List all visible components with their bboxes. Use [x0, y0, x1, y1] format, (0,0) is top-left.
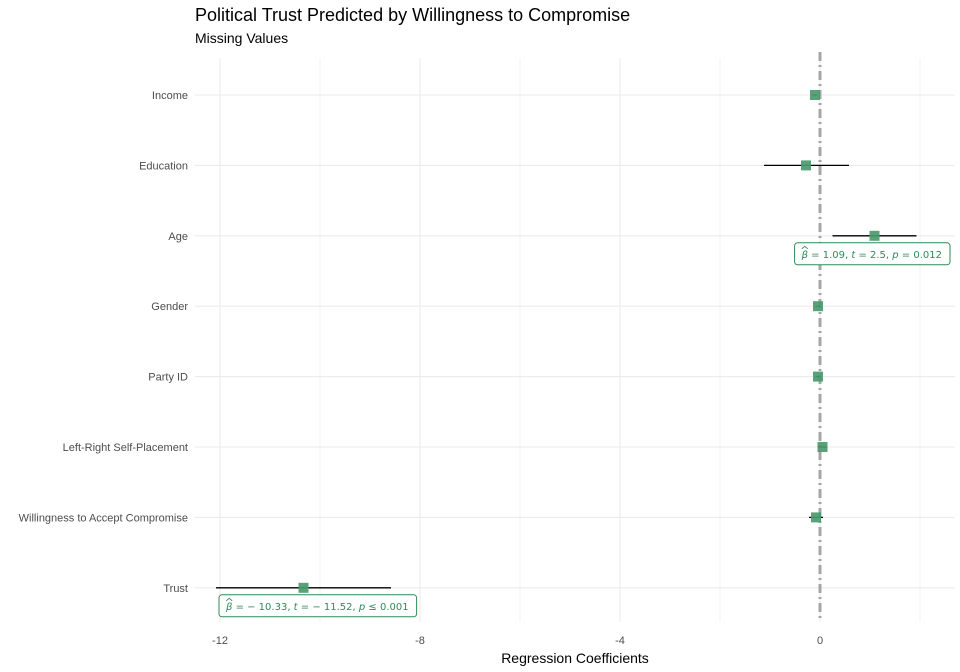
y-axis-labels: Income Education Age Gender Party ID Left-Rig…	[19, 90, 189, 595]
coefficient-annotations: β = 1.09, t = 2.5, p = 0.012 β = − 10.33,…	[218, 242, 951, 618]
coefficient-point	[813, 371, 823, 382]
x-tick-label: -4	[615, 635, 625, 647]
x-tick-label: -12	[212, 635, 228, 647]
coefficient-point	[811, 512, 821, 523]
y-tick-label: Gender	[151, 301, 188, 313]
y-tick-label: Education	[139, 160, 188, 172]
y-tick-label: Willingness to Accept Compromise	[19, 512, 188, 524]
svg-text:β = 1.09, t = 2.5, p = 0.012: β = 1.09, t = 2.5, p = 0.012	[801, 250, 942, 261]
coefficient-point	[813, 301, 823, 312]
x-tick-label: 0	[817, 635, 823, 647]
svg-text:β = − 10.33, t = − 11.52, p ≤: β = − 10.33, t = − 11.52, p ≤ 0.001	[225, 602, 409, 613]
coefficient-label: β = 1.09, t = 2.5, p = 0.012	[794, 242, 951, 266]
y-tick-label: Trust	[163, 583, 188, 595]
y-tick-label: Income	[152, 90, 188, 102]
y-tick-label: Age	[168, 231, 188, 243]
x-axis-title: Regression Coefficients	[501, 650, 649, 666]
y-tick-label: Party ID	[148, 372, 188, 384]
coefficient-marks	[216, 90, 917, 593]
coefficient-point	[810, 90, 820, 100]
chart-subtitle: Missing Values	[195, 30, 288, 46]
coefficient-point	[817, 442, 828, 452]
x-tick-label: -8	[415, 635, 425, 647]
coefficient-point	[869, 230, 880, 241]
chart-title: Political Trust Predicted by Willingness…	[195, 5, 630, 25]
coefficient-label: β = − 10.33, t = − 11.52, p ≤ 0.001	[218, 594, 418, 618]
y-tick-label: Left-Right Self-Placement	[63, 442, 188, 454]
grid	[195, 58, 955, 622]
coefficient-point	[298, 582, 309, 593]
coefficient-point	[801, 160, 811, 171]
x-axis-labels: -12 -8 -4 0	[212, 635, 823, 647]
